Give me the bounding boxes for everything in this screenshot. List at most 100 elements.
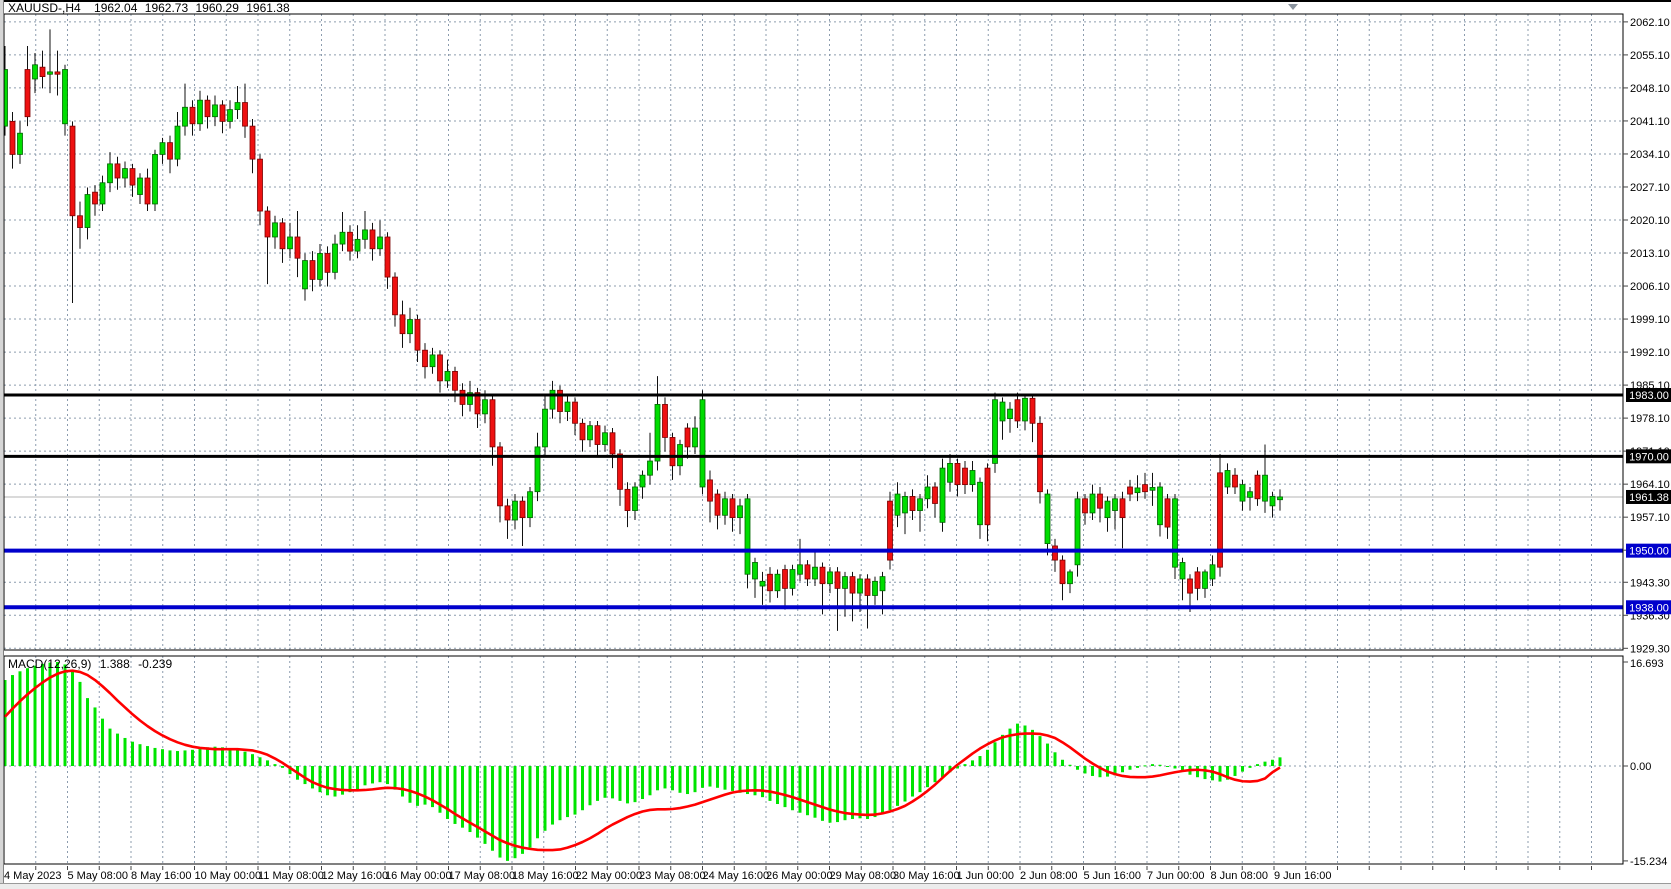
macd-histogram-bar (911, 766, 914, 797)
macd-histogram-bar (18, 671, 22, 766)
candle-bull (137, 177, 143, 195)
macd-histogram-bar (243, 751, 247, 766)
macd-histogram-bar (506, 766, 509, 861)
macd-histogram-bar (1031, 729, 1034, 766)
macd-signal-value: -0.239 (138, 657, 173, 671)
macd-histogram-bar (1061, 759, 1064, 766)
macd-histogram-bar (1046, 743, 1049, 766)
macd-histogram-bar (671, 766, 674, 791)
macd-histogram-bar (131, 741, 134, 766)
time-axis-label: 23 May 08:00 (639, 870, 706, 882)
time-axis-label: 9 Jun 16:00 (1274, 870, 1332, 882)
macd-histogram-bar (206, 747, 209, 766)
macd-histogram-bar (596, 766, 599, 801)
price-tick-label: 2062.10 (1630, 17, 1670, 29)
candle-bull (1239, 484, 1246, 502)
macd-histogram-bar (1271, 759, 1274, 766)
macd-histogram-bar (108, 728, 112, 766)
candle-bull (234, 102, 241, 111)
candle-bear (782, 569, 788, 589)
candle-bull (227, 109, 233, 122)
time-axis-label: 11 May 08:00 (258, 870, 324, 882)
candle-bear (144, 177, 151, 205)
price-tick-label: 2041.10 (1630, 116, 1670, 128)
macd-histogram-bar (536, 766, 539, 839)
candle-bull (632, 486, 638, 511)
macd-histogram-bar (438, 766, 442, 813)
candle-bear (572, 401, 578, 424)
macd-histogram-bar (483, 766, 487, 844)
candle-bear (932, 486, 938, 504)
macd-histogram-bar (48, 662, 52, 766)
candle-bear (69, 125, 76, 217)
macd-pane[interactable] (3, 655, 1624, 865)
candle-bull (744, 498, 751, 575)
time-axis-label: 30 May 16:00 (893, 870, 960, 882)
time-axis-label: 2 Jun 08:00 (1020, 870, 1078, 882)
macd-histogram-bar (581, 766, 584, 811)
time-axis-label: 16 May 00:00 (385, 870, 452, 882)
candle-bull (1262, 474, 1268, 502)
candle-bear (1187, 578, 1193, 594)
candle-bull (1007, 408, 1013, 419)
macd-histogram-bar (1068, 764, 1072, 766)
price-pane[interactable] (2, 4, 1624, 651)
time-axis-label: 5 Jun 16:00 (1084, 870, 1142, 882)
macd-histogram-bar (858, 766, 862, 819)
macd-histogram-bar (948, 766, 952, 773)
macd-histogram-bar (468, 766, 472, 833)
candle-bull (1172, 498, 1178, 568)
macd-histogram-bar (963, 764, 967, 766)
price-tick-label: 2055.10 (1630, 50, 1670, 62)
candle-bear (984, 467, 991, 526)
macd-histogram-bar (648, 766, 652, 796)
candle-bull (534, 446, 541, 493)
candle-bear (804, 564, 811, 580)
current-price-badge-label: 1961.38 (1629, 492, 1669, 504)
macd-histogram-bar (738, 766, 742, 793)
macd-histogram-bar (408, 766, 412, 803)
candle-bear (437, 354, 443, 382)
macd-histogram-bar (258, 757, 262, 766)
close-value: 1961.38 (246, 1, 290, 15)
price-axis[interactable]: 2062.10 2055.10 2048.10 2041.10 2034.10 2027.… (1623, 17, 1671, 868)
macd-scale-label: -15.234 (1630, 856, 1667, 868)
macd-histogram-bar (138, 744, 142, 766)
price-tick-label: 1943.30 (1630, 577, 1670, 589)
macd-histogram-bar (1016, 723, 1019, 766)
support-1938-badge (1626, 600, 1671, 615)
time-axis-label: 17 May 08:00 (449, 870, 516, 882)
price-tick-label: 1929.30 (1630, 643, 1670, 655)
candle-bear (1232, 474, 1238, 488)
macd-histogram-bar (1143, 765, 1147, 767)
macd-histogram-bar (836, 766, 839, 823)
macd-histogram-bar (476, 766, 479, 838)
macd-histogram-bar (851, 766, 854, 819)
candle-bear (9, 121, 16, 155)
macd-histogram-bar (866, 766, 869, 819)
candle-bull (84, 194, 91, 228)
macd-histogram-bar (1233, 766, 1237, 776)
macd-histogram-bar (708, 766, 712, 787)
window-left-border (0, 0, 4, 883)
candle-bear (219, 104, 226, 122)
candle-bull (564, 401, 571, 412)
macd-histogram-bar (1091, 766, 1094, 776)
time-axis-label: 22 May 00:00 (576, 870, 643, 882)
candle-bull (977, 481, 983, 526)
candle-bull (789, 569, 796, 589)
macd-histogram-bar (491, 766, 494, 851)
macd-histogram-bar (333, 766, 337, 797)
candle-bull (587, 425, 593, 441)
candle-bull (722, 498, 728, 516)
time-axis[interactable]: 4 May 2023 5 May 08:00 8 May 16:00 10 May 0… (4, 866, 1592, 882)
time-axis-label: 4 May 2023 (4, 870, 61, 882)
chart-shift-marker-icon (1288, 4, 1298, 10)
macd-histogram-bar (423, 766, 427, 805)
macd-histogram-bar (971, 760, 974, 766)
grid-lines (4, 14, 1623, 864)
candle-bull (1104, 500, 1111, 519)
candle-bull (1074, 498, 1081, 566)
macd-histogram-bar (723, 766, 727, 790)
